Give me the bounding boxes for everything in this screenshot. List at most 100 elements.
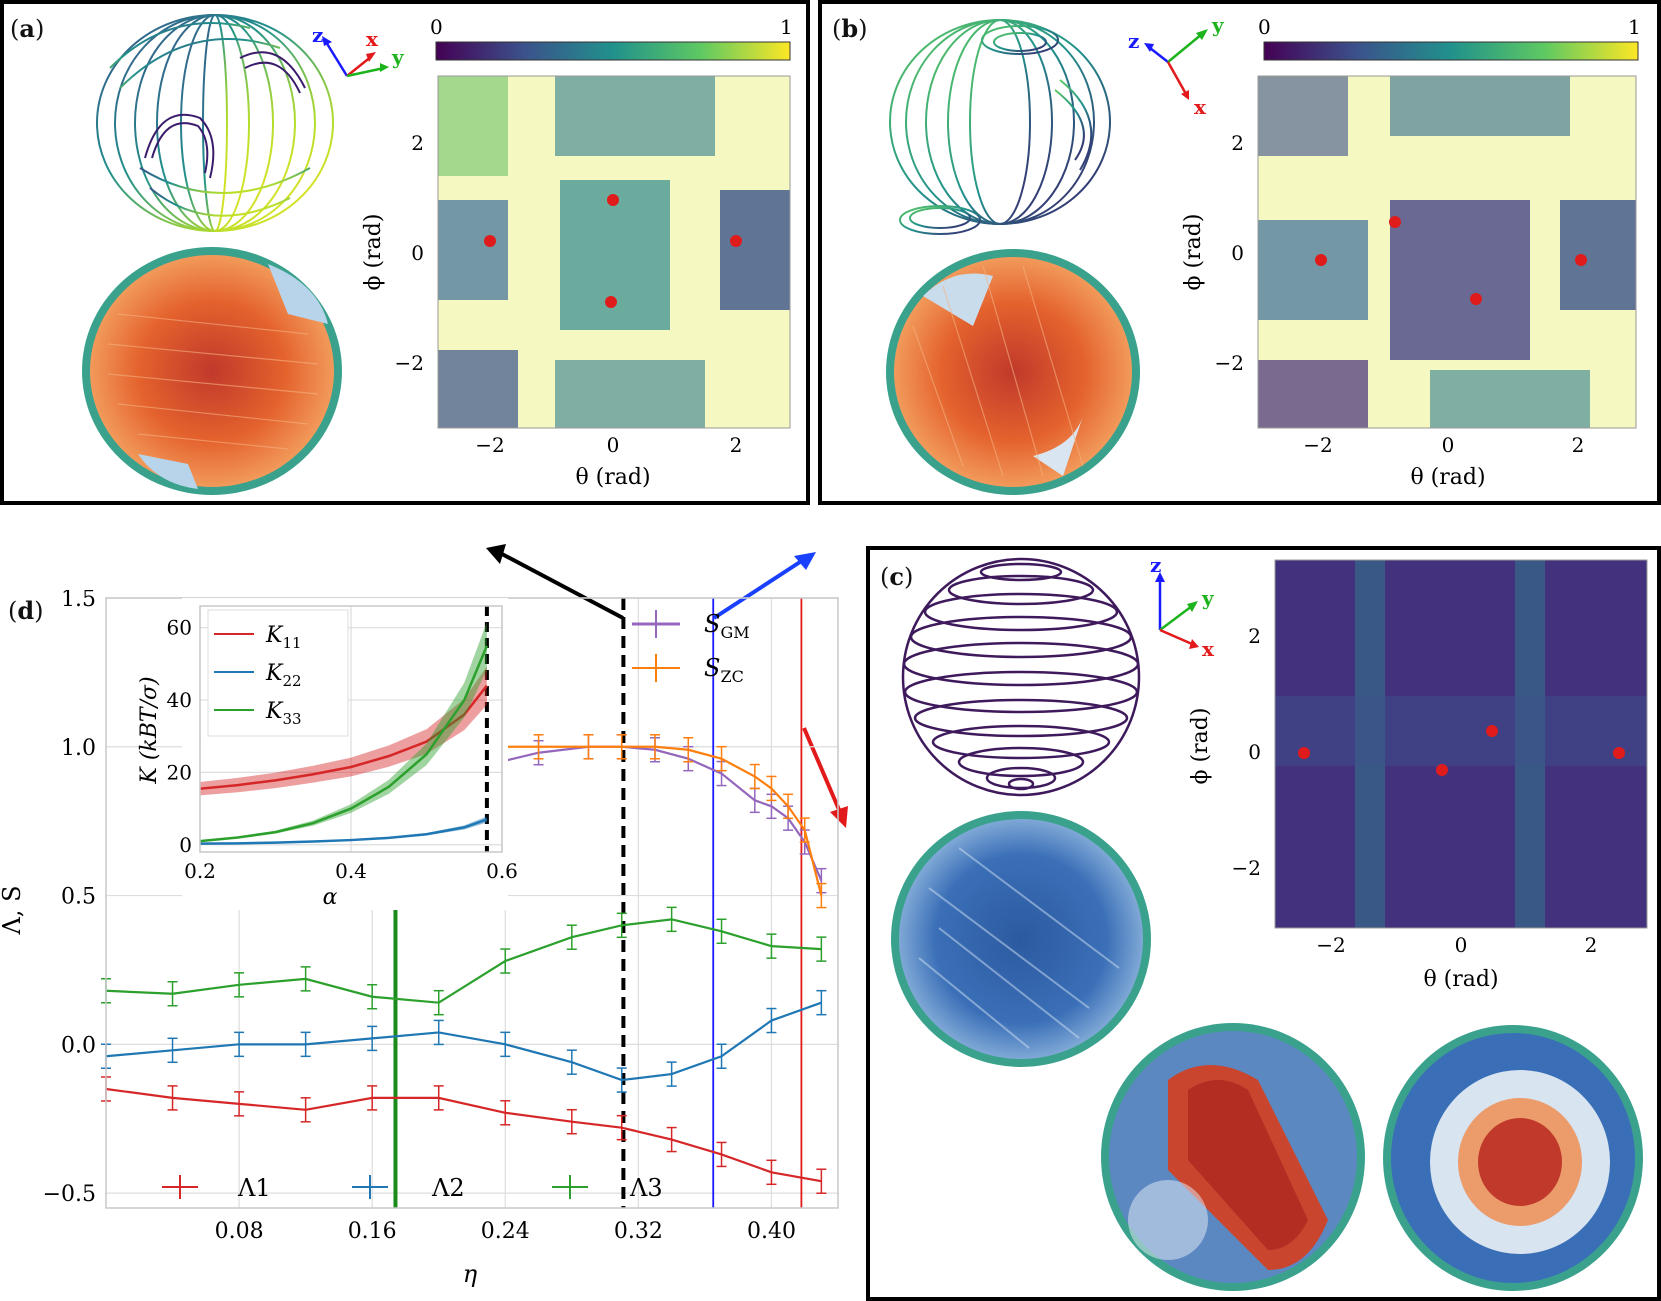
panel-b-particle-snapshot: [886, 249, 1140, 495]
data-point-Λ3: [167, 981, 178, 1007]
defect-marker: [1436, 764, 1448, 776]
xtick: 0: [1455, 933, 1468, 957]
legend-label-k22: K22: [265, 661, 302, 690]
main-chart-xtick: 0.40: [747, 1219, 796, 1244]
legend-marker-szc: [632, 654, 680, 682]
data-point-Λ3: [666, 906, 677, 933]
data-point-SZC: [749, 763, 760, 790]
panel-d-order-parameter-chart: 0.08 0.16 0.24 0.32 0.401.51.00.50.0−0.5 η Λ…: [0, 590, 839, 1288]
ytick: −2: [395, 351, 424, 375]
data-point-Λ1: [616, 1114, 627, 1141]
data-point-Λ3: [234, 972, 245, 998]
defect-marker: [1470, 293, 1482, 305]
data-point-Λ1: [716, 1141, 727, 1168]
panel-a-axis-z-label: z: [312, 24, 323, 47]
data-point-Λ2: [367, 1025, 378, 1052]
data-point-SZC: [716, 745, 727, 772]
xtick: −2: [1316, 933, 1345, 957]
panel-b-axis-y-label: y: [1211, 14, 1225, 37]
inset-chart-ytick: 60: [167, 616, 192, 640]
panel-b: [818, 0, 1661, 505]
data-point-Λ2: [433, 1019, 444, 1046]
data-point-Λ2: [300, 1031, 311, 1058]
panel-a-axis-y-label: y: [391, 45, 405, 69]
ytick: 2: [411, 131, 424, 155]
panel-a-xlabel: θ (rad): [575, 465, 650, 490]
panel-c-ylabel: ϕ (rad): [1188, 708, 1213, 785]
main-chart-ylabel: Λ, S: [0, 885, 26, 935]
colorbar-max-label: 1: [780, 15, 793, 39]
defect-marker: [1613, 747, 1625, 759]
legend-label-lambda2: Λ2: [431, 1174, 465, 1202]
data-point-SZC: [816, 882, 827, 909]
inset-chart-xtick: 0.2: [184, 859, 216, 883]
data-point-SZC: [616, 734, 627, 760]
panel-b-ylabel: ϕ (rad): [1181, 214, 1206, 291]
main-chart-legend-s: SGM SZC: [632, 610, 750, 686]
ytick: −2: [1232, 856, 1261, 880]
inset-chart-ytick: 40: [167, 688, 192, 712]
data-point-SZC: [766, 775, 777, 802]
data-point-Λ3: [816, 936, 827, 962]
data-point-Λ3: [433, 989, 444, 1016]
panel-b-director-sphere: [889, 19, 1111, 235]
inset-chart-series: [199, 621, 489, 845]
data-point-Λ1: [300, 1097, 311, 1123]
panel-a-axis-x-label: x: [366, 27, 379, 51]
defect-marker: [1486, 725, 1498, 737]
main-chart-ytick: 1.0: [61, 736, 96, 761]
panel-a-label: (a): [10, 14, 45, 43]
ytick: 2: [1231, 131, 1244, 155]
panel-d-label: (d): [8, 596, 44, 625]
data-point-Λ2: [816, 989, 827, 1016]
inset-chart-ytick: 0: [179, 833, 192, 857]
panel-a-colorbar: 0 1: [430, 15, 793, 61]
main-chart-ytick: 1.5: [61, 590, 96, 612]
xtick: −2: [1303, 433, 1332, 457]
data-point-Λ2: [500, 1031, 511, 1058]
legend-label-sgm: SGM: [704, 610, 750, 642]
main-chart-xtick: 0.16: [348, 1219, 397, 1244]
data-point-Λ1: [500, 1100, 511, 1126]
defect-marker: [730, 235, 742, 247]
panel-c-particle-snapshot-blue: [891, 811, 1151, 1067]
legend-label-k33: K33: [265, 699, 302, 728]
panel-b-axes-triad: z y x: [1128, 14, 1225, 119]
data-point-SZC: [799, 817, 810, 843]
data-point-Λ3: [616, 912, 627, 939]
panel-c-particle-snapshot-core: [1383, 1025, 1643, 1291]
data-point-Λ3: [766, 933, 777, 959]
data-point-SZC: [683, 737, 694, 763]
data-point-Λ1: [367, 1085, 378, 1111]
legend-marker-sgm: [632, 610, 680, 638]
panel-c: [866, 546, 1661, 1301]
series-line-K11: [199, 684, 488, 790]
main-chart-series: [101, 734, 827, 1194]
legend-label-lambda1: Λ1: [237, 1174, 271, 1202]
xtick: 2: [1585, 933, 1598, 957]
inset-chart-xtick: 0.6: [486, 859, 518, 883]
panel-a-director-sphere: [96, 14, 334, 232]
defect-marker: [484, 235, 496, 247]
data-point-Λ3: [566, 924, 577, 950]
ytick: −2: [1215, 351, 1244, 375]
data-point-SZC: [533, 734, 544, 760]
legend-marker-lambda3: [552, 1175, 588, 1199]
panel-c-axis-x-label: x: [1202, 637, 1215, 660]
panel-b-director-map: 2 0 −2 −2 0 2 θ (rad) ϕ (rad): [1181, 75, 1637, 490]
main-chart-xtick: 0.32: [614, 1219, 663, 1244]
data-point-SZC: [783, 793, 794, 820]
series-line-SZC: [488, 745, 823, 896]
panel-b-axis-z-label: z: [1128, 29, 1139, 53]
xtick: 2: [730, 433, 743, 457]
legend-marker-lambda2: [352, 1175, 388, 1199]
data-point-Λ3: [716, 918, 727, 945]
data-point-Λ1: [234, 1091, 245, 1117]
data-point-Λ3: [500, 948, 511, 974]
main-chart-xlabel: η: [463, 1260, 478, 1288]
data-point-Λ2: [234, 1031, 245, 1058]
legend-label-szc: SZC: [704, 654, 744, 686]
data-point-Λ3: [367, 983, 378, 1010]
legend-label-lambda3: Λ3: [629, 1174, 663, 1202]
inset-chart-xtick: 0.4: [335, 859, 367, 883]
